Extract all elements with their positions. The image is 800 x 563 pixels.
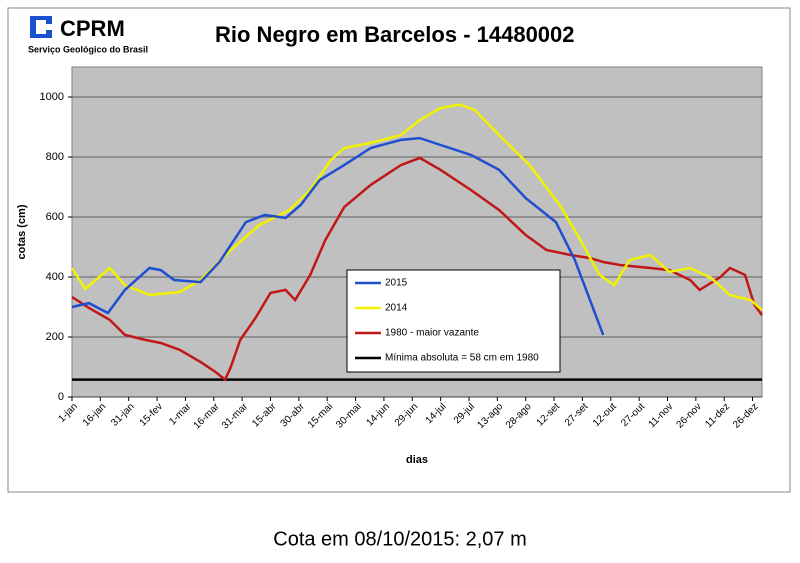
y-tick-label: 1000 xyxy=(40,91,64,103)
logo-icon xyxy=(30,16,52,38)
legend-label: Mínima absoluta = 58 cm em 1980 xyxy=(385,353,539,364)
y-tick-label: 200 xyxy=(46,331,64,343)
series-line xyxy=(71,156,764,382)
x-axis-label: dias xyxy=(406,454,428,466)
y-tick-label: 600 xyxy=(46,211,64,223)
legend-label: 2015 xyxy=(385,278,408,289)
y-tick-label: 0 xyxy=(58,391,64,403)
y-tick-label: 400 xyxy=(46,271,64,283)
y-axis-label: cotas (cm) xyxy=(16,204,28,259)
caption: Cota em 08/10/2015: 2,07 m xyxy=(273,528,527,550)
y-tick-label: 800 xyxy=(46,151,64,163)
logo-text: CPRM xyxy=(60,16,125,41)
legend: 2015 2014 1980 - maior vazante Mínima absol… xyxy=(346,269,561,373)
logo-subtitle: Serviço Geológico do Brasil xyxy=(28,44,148,54)
series-line xyxy=(70,103,763,311)
legend-label: 1980 - maior vazante xyxy=(385,328,479,339)
legend-box xyxy=(346,269,561,373)
logo: CPRM Serviço Geológico do Brasil xyxy=(28,16,148,55)
series-line xyxy=(71,136,605,336)
chart-title: Rio Negro em Barcelos - 14480002 xyxy=(215,22,575,47)
legend-label: 2014 xyxy=(385,303,408,314)
